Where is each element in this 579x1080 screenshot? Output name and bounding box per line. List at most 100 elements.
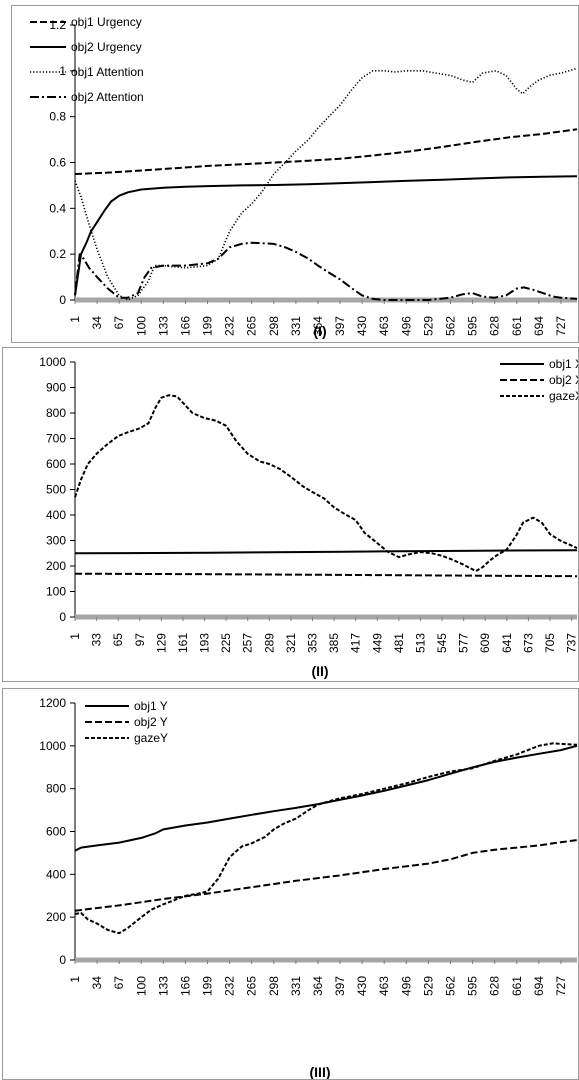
x-tick-label: 545	[435, 633, 449, 653]
x-tick-label: 430	[355, 316, 369, 336]
y-tick-label: 400	[46, 867, 66, 881]
series-line-3	[74, 394, 578, 573]
y-tick-label: 0.2	[49, 247, 66, 261]
legend-label-4: obj2 Attention	[71, 90, 144, 104]
x-tick-label: 364	[311, 976, 325, 996]
x-tick-label: 1	[68, 976, 82, 983]
x-tick-label: 193	[198, 633, 212, 653]
x-tick-label: 129	[154, 633, 168, 653]
chart-panel-3: 0 200 400 600 800 1000 1200 1 34 67 100 133 166 199 23…	[0, 685, 579, 1080]
legend-label-2: obj2 Urgency	[71, 40, 142, 54]
x-tick-label: 265	[245, 976, 259, 996]
legend-label-1: obj1 X	[549, 357, 579, 371]
panel-label: (II)	[311, 663, 328, 679]
x-tick-label: 161	[176, 633, 190, 653]
x-tick-label: 705	[543, 633, 557, 653]
x-tick-label: 737	[565, 633, 579, 653]
x-tick-label: 529	[421, 316, 435, 336]
x-tick-label: 133	[156, 316, 170, 336]
legend-label-1: obj1 Urgency	[71, 15, 142, 29]
x-tick-label: 577	[457, 633, 471, 653]
x-tick-label: 232	[223, 316, 237, 336]
y-tick-label: 0	[59, 293, 66, 307]
x-tick-label: 199	[201, 976, 215, 996]
x-tick-label: 67	[112, 316, 126, 330]
x-tick-label: 397	[333, 316, 347, 336]
chart-panel-1-frame	[11, 5, 579, 343]
y-tick-label: 500	[46, 483, 66, 497]
x-tick-label: 298	[267, 316, 281, 336]
y-tick-label: 0	[59, 610, 66, 624]
x-tick-label: 232	[223, 976, 237, 996]
x-tick-label: 34	[90, 976, 104, 990]
y-tick-label: 0.8	[49, 110, 66, 124]
chart-panel-3-frame	[2, 688, 579, 1080]
x-tick-label: 65	[111, 633, 125, 647]
x-tick-label: 417	[349, 633, 363, 653]
legend-label-3: gazeX	[549, 389, 579, 403]
series-line-1	[74, 549, 578, 555]
y-tick-label: 300	[46, 534, 66, 548]
y-tick-label: 0.6	[49, 156, 66, 170]
x-tick-label: 496	[399, 316, 413, 336]
x-tick-label: 481	[392, 633, 406, 653]
x-tick-label: 529	[421, 976, 435, 996]
series-line-1	[74, 744, 578, 852]
x-tick-label: 166	[178, 316, 192, 336]
x-tick-label: 609	[478, 633, 492, 653]
x-tick-label: 97	[133, 633, 147, 647]
x-tick-label: 331	[289, 976, 303, 996]
x-tick-label: 166	[178, 976, 192, 996]
x-tick-label: 463	[377, 316, 391, 336]
series-line-4	[74, 241, 578, 301]
series-line-2	[74, 572, 578, 578]
y-tick-label: 700	[46, 432, 66, 446]
x-tick-label: 430	[355, 976, 369, 996]
x-tick-label: 496	[399, 976, 413, 996]
x-tick-label: 1	[68, 316, 82, 323]
chart-panel-1: 0 0.2 0.4 0.6 0.8 1 1.2 1 34 67 100 133 166 199 232 265…	[0, 0, 579, 345]
x-tick-label: 562	[443, 976, 457, 996]
x-axis	[75, 297, 577, 303]
x-tick-label: 694	[532, 316, 546, 336]
x-tick-label: 385	[327, 633, 341, 653]
x-tick-label: 225	[219, 633, 233, 653]
x-tick-label: 727	[554, 316, 568, 336]
x-tick-label: 397	[333, 976, 347, 996]
x-tick-label: 661	[510, 976, 524, 996]
x-tick-label: 595	[466, 316, 480, 336]
series-line-2	[74, 175, 578, 296]
chart-panel-2: 0 100 200 300 400 500 600 700 800 900 1000 1 33 65 97 1…	[0, 346, 579, 684]
x-tick-label: 641	[500, 633, 514, 653]
legend-label-1: obj1 Y	[134, 699, 168, 713]
x-tick-label: 298	[267, 976, 281, 996]
x-tick-label: 321	[284, 633, 298, 653]
y-tick-label: 1	[59, 64, 66, 78]
x-tick-label: 449	[370, 633, 384, 653]
chart-panel-2-frame	[2, 347, 579, 682]
legend-label-3: gazeY	[134, 731, 168, 745]
x-tick-label: 694	[532, 976, 546, 996]
x-tick-label: 628	[488, 976, 502, 996]
series-line-1	[74, 128, 578, 175]
y-tick-label: 600	[46, 457, 66, 471]
x-tick-label: 257	[241, 633, 255, 653]
x-tick-label: 673	[521, 633, 535, 653]
y-tick-label: 1200	[39, 696, 66, 710]
y-tick-label: 900	[46, 381, 66, 395]
y-tick-label: 1000	[39, 355, 66, 369]
x-tick-label: 133	[156, 976, 170, 996]
x-tick-label: 67	[112, 976, 126, 990]
y-tick-label: 200	[46, 559, 66, 573]
x-tick-label: 562	[443, 316, 457, 336]
chart-2-svg: 0 100 200 300 400 500 600 700 800 900 1000 1 33 65 97 1…	[39, 355, 579, 679]
legend-label-2: obj2 X	[549, 373, 579, 387]
x-tick-label: 353	[306, 633, 320, 653]
panel-label: (I)	[313, 323, 326, 339]
x-tick-label: 199	[201, 316, 215, 336]
x-tick-label: 463	[377, 976, 391, 996]
x-tick-label: 33	[90, 633, 104, 647]
x-axis	[75, 957, 577, 963]
x-axis	[75, 614, 577, 620]
y-tick-label: 0.4	[49, 201, 66, 215]
